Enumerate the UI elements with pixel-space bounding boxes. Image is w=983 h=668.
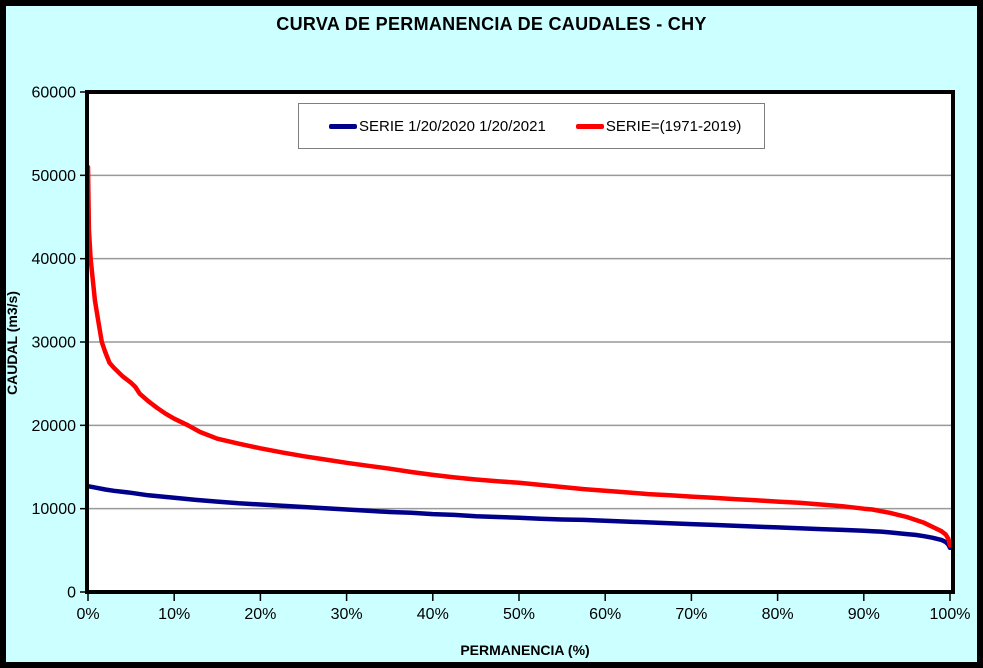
x-tick-label: 30% [331, 606, 363, 623]
x-axis-title: PERMANENCIA (%) [460, 642, 590, 658]
y-tick-label: 60000 [32, 85, 77, 102]
legend-swatch-serie-2020-2021 [329, 123, 357, 129]
series-line-0 [85, 483, 953, 551]
x-tick-label: 20% [244, 606, 276, 623]
y-axis-title: CAUDAL (m3/s) [4, 291, 20, 395]
y-tick-label: 20000 [32, 418, 77, 435]
x-tick-label: 80% [762, 606, 794, 623]
chart-title: CURVA DE PERMANENCIA DE CAUDALES - CHY [276, 14, 707, 34]
x-tick-label: 50% [503, 606, 535, 623]
x-tick-label: 0% [76, 606, 99, 623]
x-tick-label: 90% [848, 606, 880, 623]
legend-label-serie-1971-2019: SERIE=(1971-2019) [605, 117, 742, 135]
legend-swatch-serie-1971-2019 [575, 123, 604, 129]
y-tick-label: 40000 [32, 251, 77, 268]
y-tick-label: 50000 [32, 168, 77, 185]
x-tick-label: 10% [158, 606, 190, 623]
y-tick-label: 0 [67, 585, 76, 602]
y-tick-label: 10000 [32, 501, 77, 518]
legend: SERIE 1/20/2020 1/20/2021 SERIE=(1971-20… [298, 103, 765, 149]
series-line-1 [85, 164, 953, 548]
legend-label-serie-2020-2021: SERIE 1/20/2020 1/20/2021 [359, 117, 546, 135]
x-tick-label: 100% [930, 606, 971, 623]
y-tick-label: 30000 [32, 335, 77, 352]
x-tick-label: 60% [589, 606, 621, 623]
x-tick-label: 70% [675, 606, 707, 623]
x-tick-label: 40% [417, 606, 449, 623]
